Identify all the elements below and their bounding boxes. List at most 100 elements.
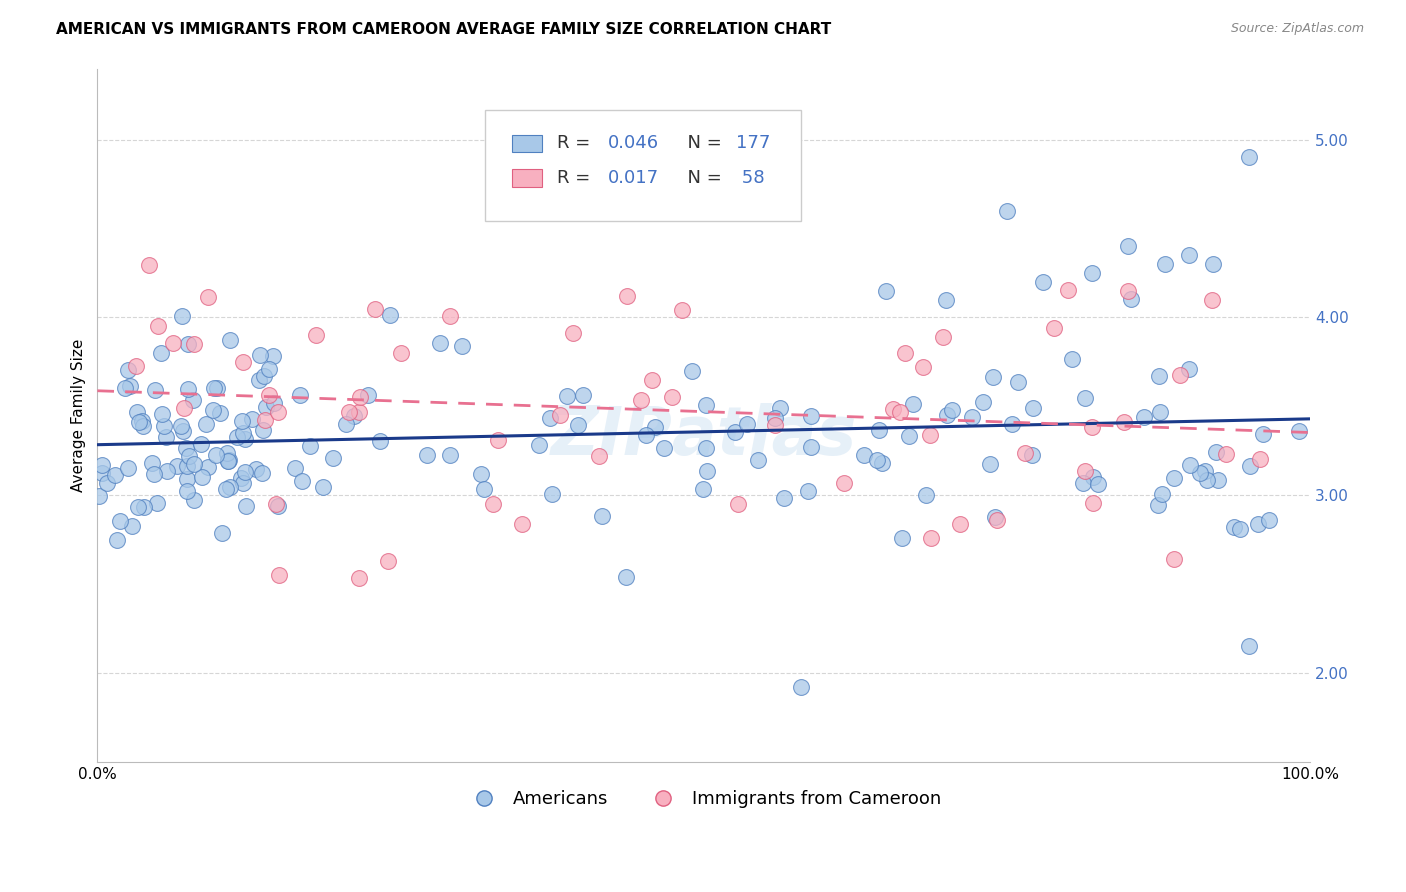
Point — [1202, 257, 1225, 271]
Text: 177: 177 — [737, 135, 770, 153]
Point — [232, 355, 254, 369]
Point — [211, 526, 233, 541]
Point — [150, 346, 173, 360]
Point — [1229, 522, 1251, 536]
Point — [790, 680, 813, 694]
Point — [232, 426, 254, 441]
Point — [1081, 420, 1104, 434]
Point — [1074, 391, 1097, 405]
Point — [177, 336, 200, 351]
Point — [572, 388, 595, 402]
Point — [898, 429, 921, 443]
Point — [335, 417, 357, 431]
Point — [166, 458, 188, 473]
Point — [298, 438, 321, 452]
Point — [231, 471, 253, 485]
Point — [176, 442, 198, 456]
Point — [204, 449, 226, 463]
Point — [695, 442, 717, 456]
Point — [614, 570, 637, 584]
Point — [1057, 283, 1080, 297]
Point — [769, 401, 792, 416]
Point — [1119, 292, 1142, 306]
Text: AMERICAN VS IMMIGRANTS FROM CAMEROON AVERAGE FAMILY SIZE CORRELATION CHART: AMERICAN VS IMMIGRANTS FROM CAMEROON AVE… — [56, 22, 831, 37]
Point — [197, 460, 219, 475]
Point — [96, 475, 118, 490]
Point — [1239, 459, 1261, 474]
Point — [727, 498, 749, 512]
Point — [267, 405, 290, 419]
Point — [245, 462, 267, 476]
Point — [1118, 284, 1140, 298]
Point — [1194, 464, 1216, 478]
Text: N =: N = — [676, 169, 727, 187]
Point — [1022, 401, 1045, 415]
Point — [194, 417, 217, 431]
Point — [249, 348, 271, 362]
Point — [363, 302, 385, 317]
Point — [266, 497, 288, 511]
Point — [671, 303, 693, 318]
Point — [1178, 362, 1201, 376]
Point — [1112, 415, 1135, 429]
Point — [131, 414, 153, 428]
Point — [254, 412, 277, 426]
Point — [146, 319, 169, 334]
Point — [986, 513, 1008, 527]
Point — [763, 417, 786, 432]
Point — [291, 474, 314, 488]
Point — [949, 517, 972, 532]
Point — [1133, 410, 1156, 425]
Point — [290, 387, 312, 401]
Point — [125, 359, 148, 373]
Point — [1178, 458, 1201, 472]
Point — [911, 360, 934, 375]
Point — [1206, 474, 1229, 488]
Point — [1149, 405, 1171, 419]
Point — [914, 488, 936, 502]
Point — [205, 381, 228, 395]
Point — [177, 383, 200, 397]
Point — [1163, 470, 1185, 484]
Point — [1163, 552, 1185, 566]
Text: ZIP⁠atlas: ZIP⁠atlas — [551, 403, 856, 469]
Point — [451, 338, 474, 352]
Point — [984, 510, 1007, 524]
Point — [181, 393, 204, 408]
Point — [696, 464, 718, 478]
Point — [1071, 476, 1094, 491]
Point — [654, 442, 676, 456]
Point — [868, 423, 890, 437]
Point — [183, 457, 205, 471]
Point — [176, 483, 198, 498]
Point — [470, 467, 492, 481]
Point — [1253, 427, 1275, 442]
Point — [304, 328, 326, 343]
Text: 58: 58 — [737, 169, 765, 187]
Point — [935, 293, 957, 307]
Point — [1288, 424, 1310, 438]
Point — [1168, 368, 1191, 382]
Point — [215, 483, 238, 497]
Text: 0.017: 0.017 — [607, 169, 659, 187]
Point — [1060, 352, 1083, 367]
Point — [263, 396, 285, 410]
Point — [1147, 369, 1170, 384]
Point — [127, 500, 149, 515]
Point — [91, 466, 114, 480]
Point — [117, 460, 139, 475]
Point — [661, 390, 683, 404]
Point — [773, 491, 796, 505]
Point — [931, 329, 953, 343]
Point — [747, 453, 769, 467]
Point — [114, 381, 136, 395]
Point — [797, 483, 820, 498]
Point — [800, 440, 823, 454]
Point — [357, 388, 380, 402]
Point — [127, 405, 149, 419]
Point — [1197, 473, 1219, 487]
Point — [1201, 293, 1223, 308]
Point — [800, 409, 823, 423]
FancyBboxPatch shape — [485, 110, 801, 221]
Point — [1007, 375, 1029, 389]
